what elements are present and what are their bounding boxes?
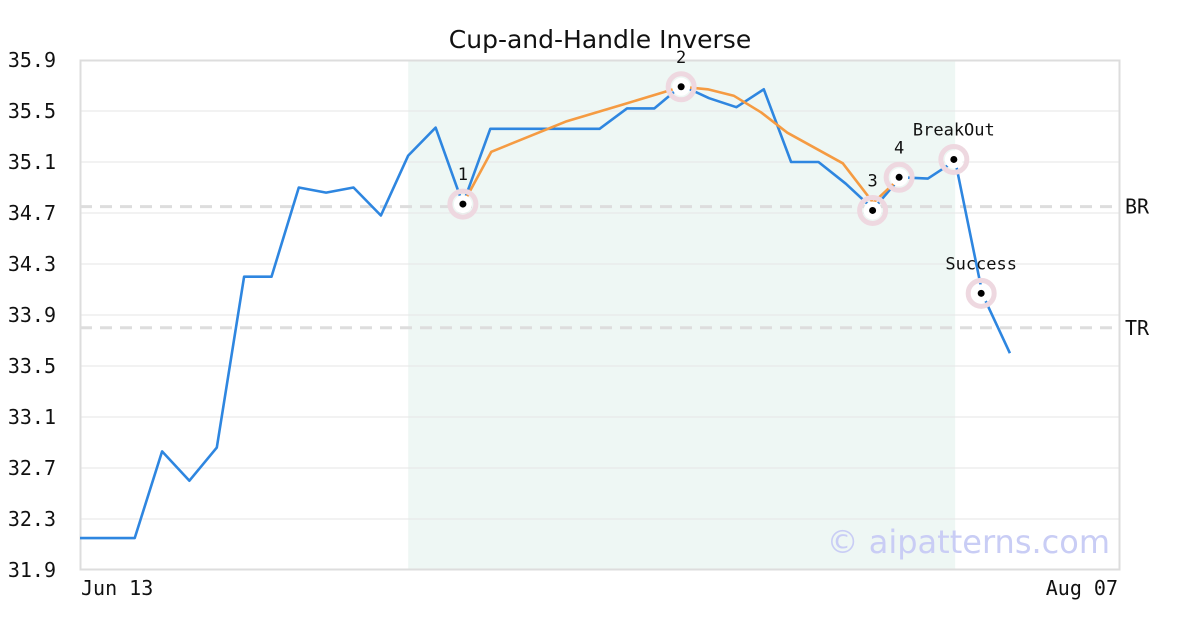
y-tick-label: 34.7 — [8, 201, 56, 225]
marker-ring-breakout — [938, 143, 970, 175]
marker-ring-success — [965, 277, 997, 309]
y-tick-label: 32.3 — [8, 507, 56, 531]
marker-label-success: Success — [945, 254, 1017, 274]
marker-ring-2 — [665, 71, 697, 103]
x-tick-label: Jun 13 — [81, 576, 153, 600]
marker-dot-1 — [459, 200, 467, 208]
y-tick-label: 35.1 — [8, 150, 56, 174]
marker-ring-3 — [857, 194, 889, 226]
y-tick-label: 33.5 — [8, 354, 56, 378]
y-tick-label: 35.9 — [8, 48, 56, 72]
marker-ring-4 — [883, 161, 915, 193]
marker-dot-2 — [677, 83, 685, 91]
marker-ring-1 — [447, 188, 479, 220]
watermark: © aipatterns.com — [827, 523, 1110, 561]
marker-label-1: 1 — [458, 165, 468, 185]
marker-dot-success — [977, 289, 985, 297]
y-tick-label: 32.7 — [8, 456, 56, 480]
y-tick-label: 33.9 — [8, 303, 56, 327]
pattern-series-line — [461, 85, 902, 205]
marker-dot-breakout — [950, 155, 958, 163]
marker-label-3: 3 — [867, 171, 877, 191]
marker-dot-3 — [869, 206, 877, 214]
chart-title: Cup-and-Handle Inverse — [449, 25, 751, 54]
y-tick-label: 34.3 — [8, 252, 56, 276]
x-tick-label: Aug 07 — [1046, 576, 1118, 600]
marker-dot-4 — [895, 173, 903, 181]
y-tick-label: 35.5 — [8, 99, 56, 123]
level-label-br: BR — [1125, 195, 1150, 219]
plot-area-border — [79, 59, 1121, 571]
marker-label-4: 4 — [894, 138, 904, 158]
level-label-tr: TR — [1125, 316, 1150, 340]
y-tick-label: 33.1 — [8, 405, 56, 429]
marker-label-breakout: BreakOut — [913, 120, 995, 140]
y-tick-label: 31.9 — [8, 558, 56, 582]
marker-label-2: 2 — [676, 48, 686, 68]
